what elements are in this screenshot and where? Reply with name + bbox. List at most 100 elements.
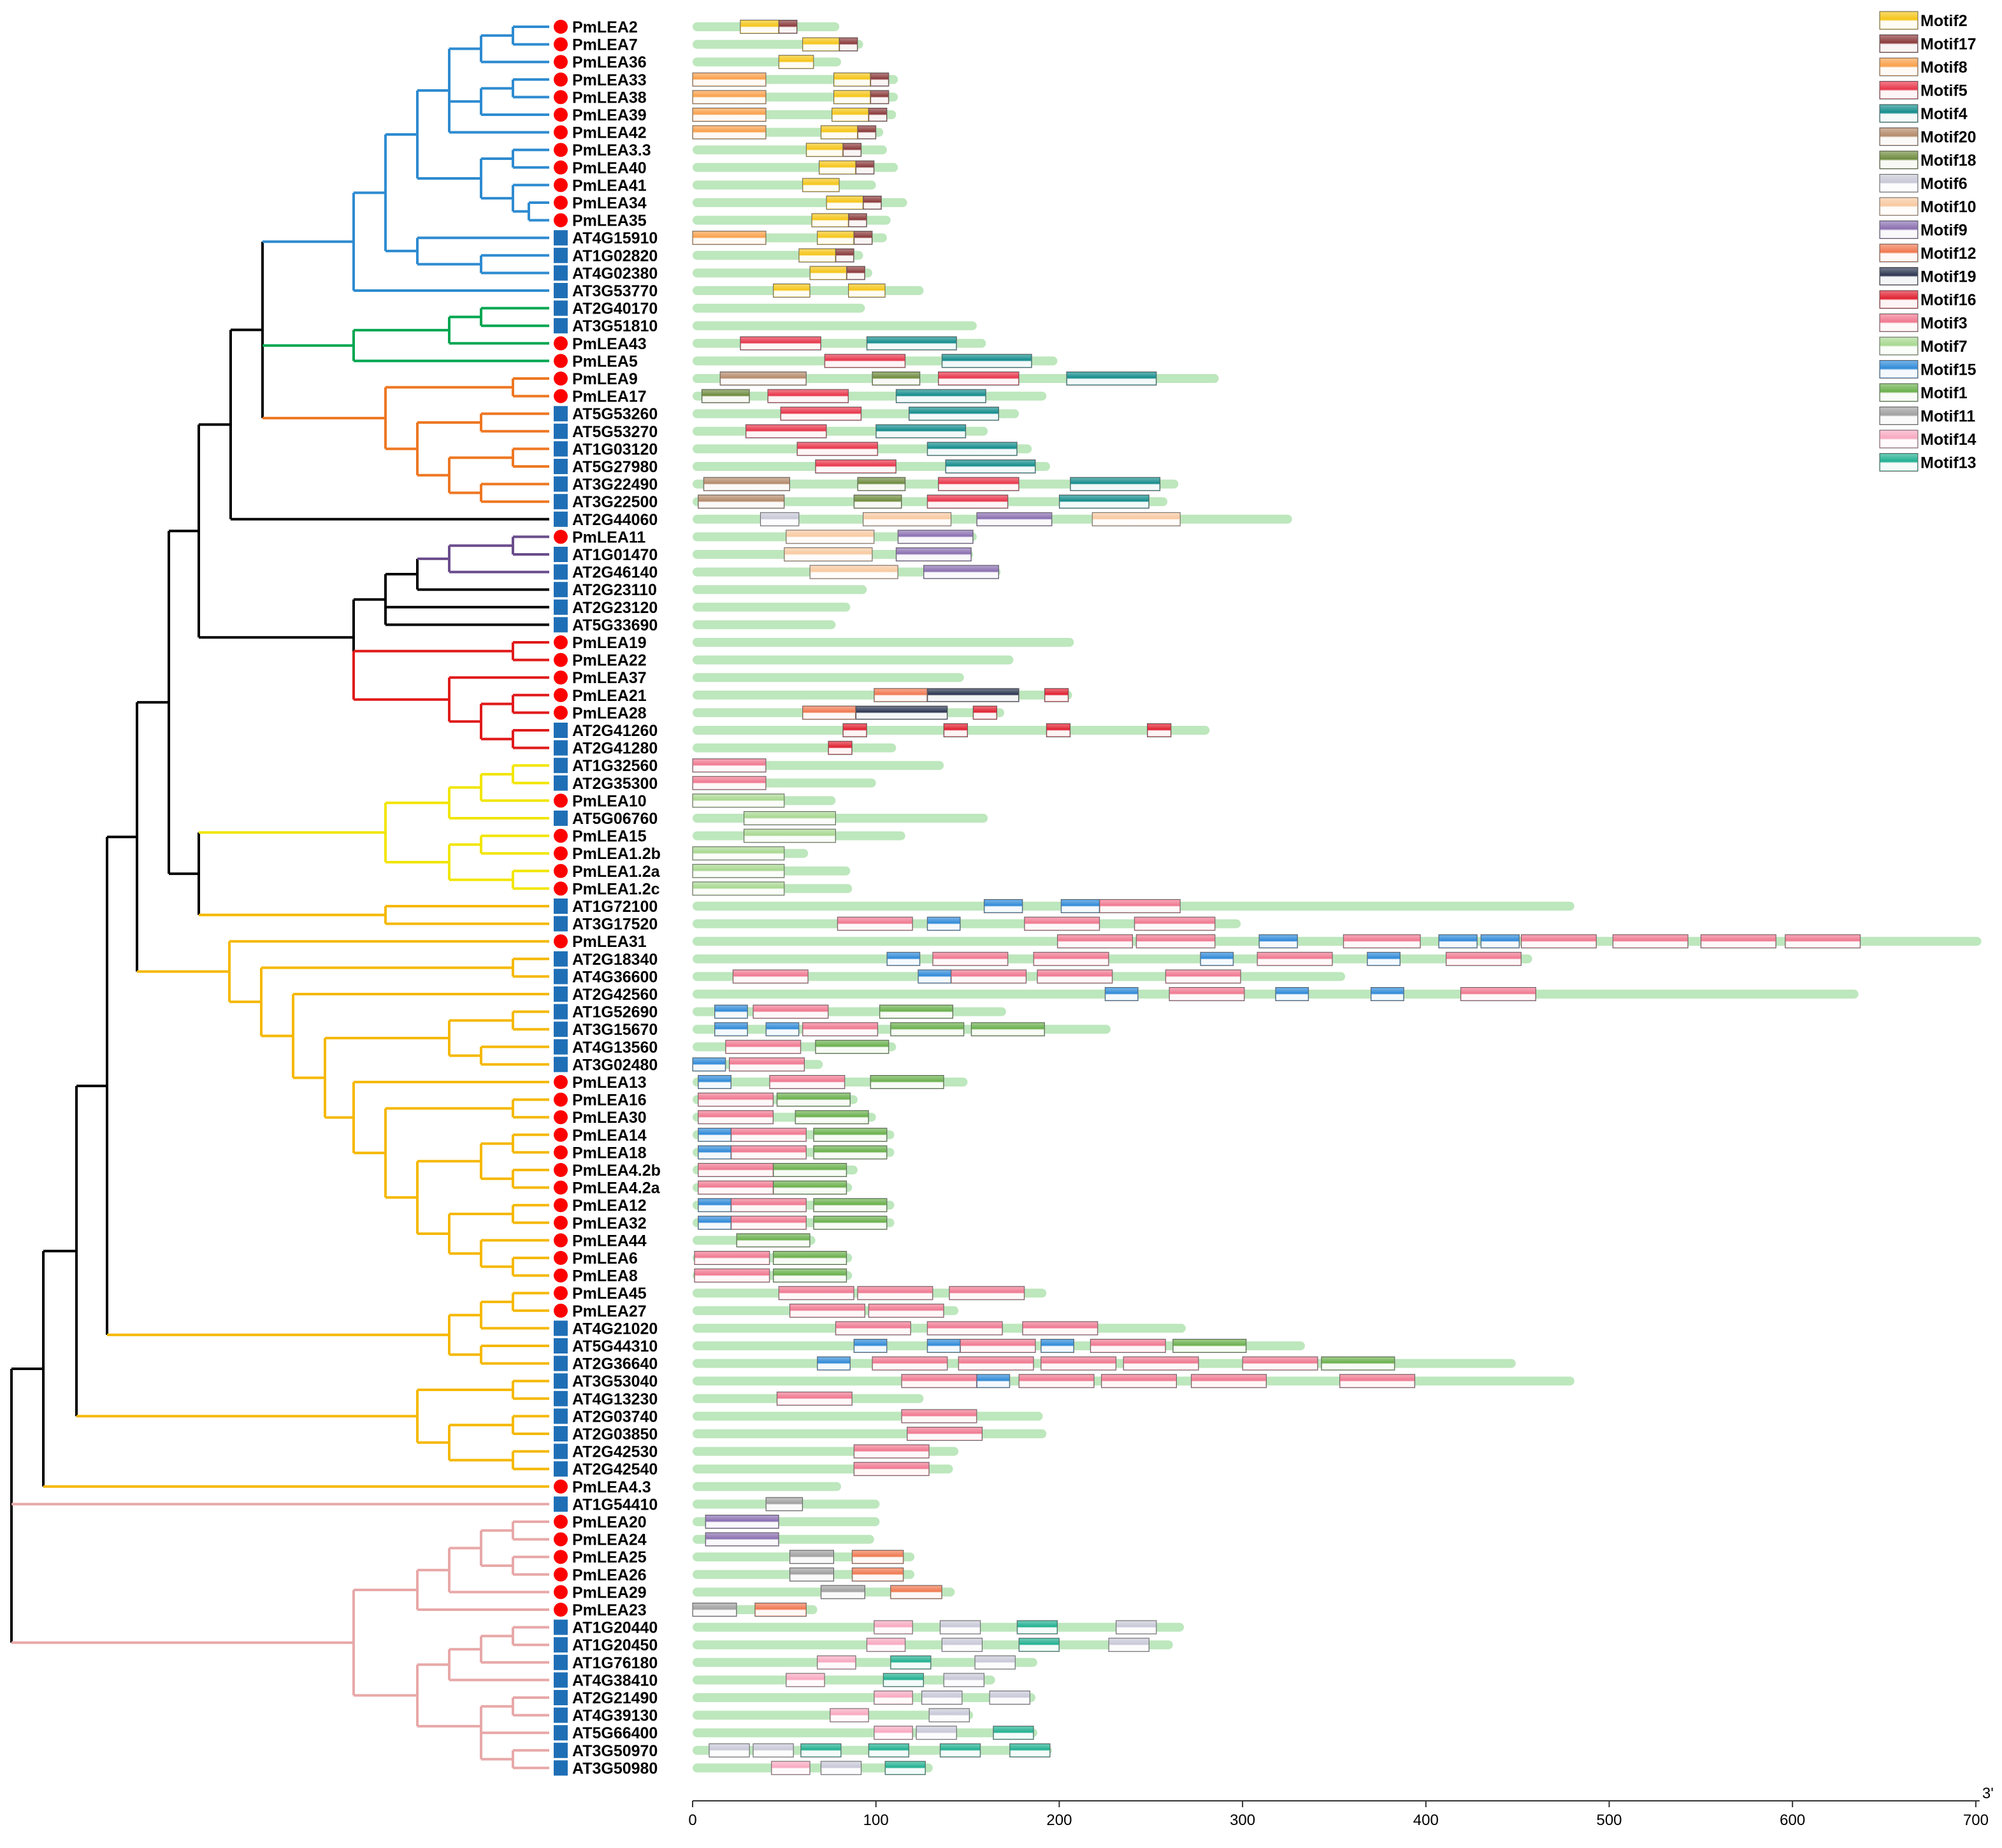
gene-label: AT4G13230 — [572, 1390, 658, 1408]
motif-shine — [1019, 1638, 1059, 1651]
motif-shine — [698, 1216, 731, 1229]
gene-label: PmLEA12 — [572, 1197, 647, 1215]
motif-shine — [814, 1129, 886, 1141]
motif-shine — [693, 794, 784, 807]
motif-shine — [886, 1761, 925, 1774]
pm-species-marker — [554, 20, 568, 34]
motif-shine — [698, 495, 784, 508]
motif-shine — [840, 38, 857, 51]
legend-label: Motif1 — [1920, 384, 1968, 402]
motif-shine — [1018, 1621, 1057, 1634]
motif-shine — [803, 178, 839, 191]
motif-shine — [726, 1041, 800, 1053]
motif-shine — [693, 1058, 725, 1071]
at-species-marker — [554, 1496, 568, 1512]
motif-shine — [1093, 513, 1180, 526]
pm-species-marker — [554, 160, 568, 175]
motif-shine — [698, 1199, 731, 1211]
motif-shine — [949, 1287, 1024, 1299]
gene-label: AT2G03740 — [572, 1408, 658, 1426]
gene-label: PmLEA45 — [572, 1285, 647, 1303]
motif-shine — [715, 1006, 747, 1018]
legend-label: Motif18 — [1920, 152, 1977, 170]
species-markers — [554, 20, 568, 1776]
motif-shine — [1091, 1339, 1165, 1352]
pm-species-marker — [554, 372, 568, 386]
motif-shine — [698, 1111, 773, 1123]
motif-shine — [693, 231, 766, 244]
motif-shine — [1613, 935, 1688, 948]
legend-swatch-shine — [1880, 314, 1917, 331]
gene-label: AT2G44060 — [572, 511, 658, 529]
gene-backbone — [693, 479, 1179, 489]
gene-label: AT5G44310 — [572, 1338, 658, 1355]
pm-species-marker — [554, 1603, 568, 1617]
gene-label: PmLEA36 — [572, 54, 647, 71]
motif-shine — [810, 266, 846, 279]
motif-shine — [1258, 953, 1332, 965]
motif-shine — [1200, 953, 1233, 965]
gene-label: AT1G01470 — [572, 546, 658, 564]
at-species-marker — [554, 1690, 568, 1705]
legend-label: Motif11 — [1920, 408, 1975, 426]
gene-backbone — [693, 57, 842, 67]
gene-label: AT2G23110 — [572, 581, 657, 599]
motif-shine — [799, 249, 835, 262]
gene-label: AT4G21020 — [572, 1320, 658, 1338]
pm-species-marker — [554, 793, 568, 808]
gene-backbone — [693, 1622, 1185, 1632]
motif-shine — [693, 847, 784, 860]
at-species-marker — [554, 899, 568, 914]
pm-species-marker — [554, 1550, 568, 1564]
gene-label: PmLEA21 — [572, 687, 647, 705]
gene-label: PmLEA17 — [572, 388, 647, 406]
gene-label: AT5G66400 — [572, 1724, 658, 1742]
gene-label: PmLEA35 — [572, 212, 647, 230]
motif-shine — [1701, 935, 1776, 948]
gene-label: PmLEA6 — [572, 1250, 638, 1267]
legend-swatch-shine — [1880, 105, 1917, 122]
motif-shine — [854, 1462, 929, 1475]
at-species-marker — [554, 265, 568, 281]
legend-swatch-shine — [1880, 35, 1917, 52]
at-species-marker — [554, 1443, 568, 1459]
motif-shine — [869, 1744, 909, 1757]
gene-label: AT2G23120 — [572, 599, 658, 617]
gene-label: AT5G27980 — [572, 458, 658, 476]
pm-species-marker — [554, 828, 568, 843]
motif-shine — [1037, 970, 1112, 983]
motif-shine — [731, 1146, 806, 1159]
at-species-marker — [554, 406, 568, 422]
motif-shine — [693, 759, 766, 772]
motif-shine — [779, 55, 813, 68]
gene-label: AT1G54410 — [572, 1496, 658, 1513]
motif-shine — [1109, 1638, 1149, 1651]
gene-backbone — [693, 919, 1241, 928]
pm-species-marker — [554, 336, 568, 350]
motif-shine — [693, 73, 766, 86]
axis-tick-label: 300 — [1230, 1812, 1255, 1829]
gene-label: AT3G53770 — [572, 282, 658, 300]
motif-shine — [830, 1709, 868, 1722]
legend-label: Motif5 — [1920, 82, 1968, 100]
gene-label: PmLEA20 — [572, 1513, 647, 1531]
gene-label: PmLEA43 — [572, 335, 647, 353]
gene-label: AT3G50970 — [572, 1742, 658, 1760]
motif-shine — [928, 442, 1017, 455]
gene-label: AT5G53260 — [572, 405, 658, 423]
legend-swatch-shine — [1880, 221, 1917, 238]
gene-backbone — [693, 1482, 842, 1491]
gene-label: AT2G41280 — [572, 740, 658, 758]
motif-shine — [856, 706, 947, 719]
motif-shine — [940, 1621, 980, 1634]
legend-swatch-shine — [1880, 431, 1917, 447]
motif-shine — [731, 1216, 806, 1229]
pm-species-marker — [554, 90, 568, 105]
motif-shine — [698, 1146, 731, 1159]
motif-bars — [692, 20, 1982, 1775]
motif-shine — [928, 1322, 1002, 1334]
motif-shine — [928, 918, 960, 930]
motif-shine — [1192, 1375, 1266, 1387]
motif-shine — [1259, 935, 1297, 948]
axis-tick-label: 400 — [1413, 1812, 1439, 1829]
